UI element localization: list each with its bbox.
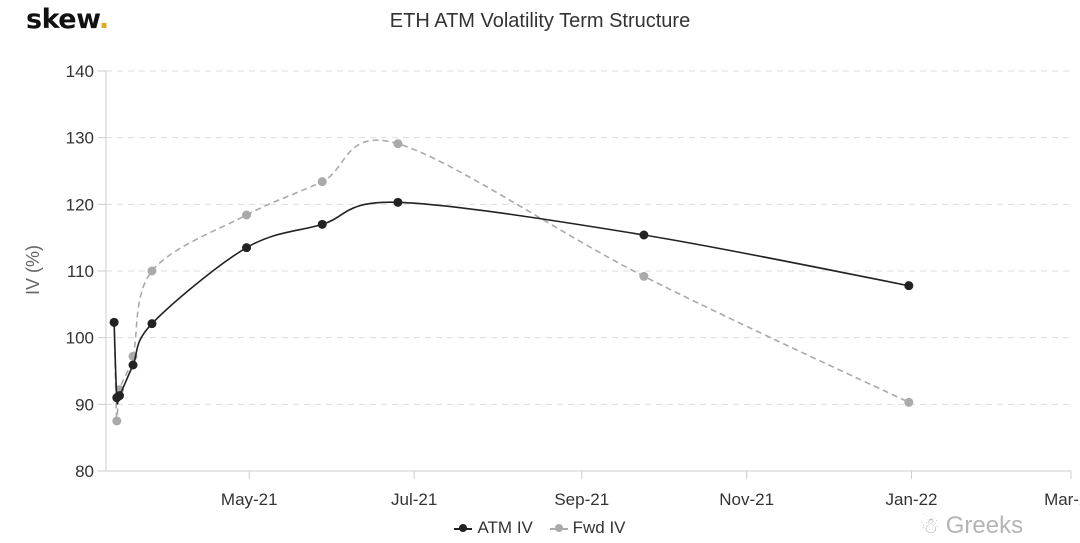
legend-label-fwd: Fwd IV bbox=[572, 518, 626, 537]
chart-legend: ATM IV Fwd IV bbox=[0, 518, 1080, 539]
legend-label-atm: ATM IV bbox=[477, 518, 533, 537]
data-point-fwd bbox=[147, 266, 157, 276]
grid-lines bbox=[106, 70, 1071, 405]
y-axis-label: IV (%) bbox=[23, 245, 43, 295]
legend-marker-atm bbox=[454, 522, 473, 534]
legend-marker-fwd bbox=[549, 522, 568, 534]
y-tick-label: 80 bbox=[75, 462, 94, 481]
skew-logo: skew. bbox=[26, 4, 109, 35]
data-point-atm bbox=[317, 219, 327, 229]
data-point-fwd bbox=[242, 210, 252, 220]
watermark-text: Greeks bbox=[945, 512, 1024, 539]
chart-title: ETH ATM Volatility Term Structure bbox=[389, 10, 691, 32]
series-line-fwd bbox=[113, 139, 910, 425]
data-point-atm bbox=[109, 317, 119, 327]
data-point-atm bbox=[904, 281, 914, 291]
data-point-fwd bbox=[393, 139, 403, 149]
x-tick-label: May-21 bbox=[221, 490, 278, 509]
x-tick-label: Mar-22 bbox=[1044, 490, 1080, 509]
data-point-fwd bbox=[112, 416, 122, 426]
axes: 80 90 100 110 120 130 140 May-21 Jul-21 Sep-21 Nov… bbox=[66, 62, 1080, 509]
y-tick-label: 100 bbox=[66, 329, 94, 348]
y-tick-label: 110 bbox=[67, 262, 94, 281]
y-tick-label: 130 bbox=[66, 129, 94, 148]
legend-item-atm[interactable]: ATM IV bbox=[454, 518, 533, 538]
legend-item-fwd[interactable]: Fwd IV bbox=[549, 518, 626, 538]
data-point-fwd bbox=[639, 271, 649, 281]
x-tick-label: Sep-21 bbox=[554, 490, 609, 509]
data-point-atm bbox=[242, 243, 252, 253]
data-point-atm bbox=[393, 197, 403, 207]
y-tick-label: 90 bbox=[75, 395, 94, 414]
data-point-atm bbox=[147, 319, 157, 329]
data-point-atm bbox=[128, 360, 138, 370]
x-tick-label: Nov-21 bbox=[719, 490, 774, 509]
y-tick-label: 120 bbox=[66, 195, 94, 214]
watermark: ☃ Greeks bbox=[920, 512, 1023, 540]
series-lines bbox=[109, 139, 914, 426]
wechat-icon: ☃ bbox=[920, 513, 940, 538]
series-line-atm bbox=[113, 201, 909, 405]
x-tick-label: Jul-21 bbox=[391, 490, 437, 509]
data-point-fwd bbox=[317, 177, 327, 187]
y-tick-label: 140 bbox=[66, 62, 94, 81]
data-point-atm bbox=[639, 230, 649, 240]
x-tick-label: Jan-22 bbox=[886, 490, 938, 509]
data-point-fwd bbox=[904, 397, 914, 407]
data-point-atm bbox=[115, 391, 125, 401]
